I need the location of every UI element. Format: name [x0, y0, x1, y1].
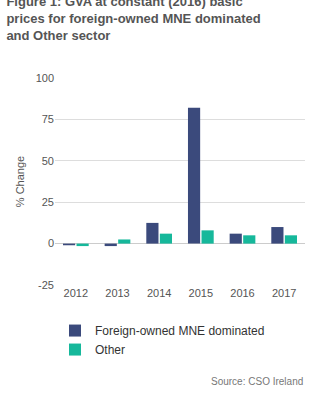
svg-text:0: 0: [48, 237, 54, 249]
svg-text:Figure 1: GVA at constant (201: Figure 1: GVA at constant (2016) basicpr…: [6, 0, 260, 43]
svg-text:75: 75: [42, 113, 54, 125]
svg-text:Other: Other: [95, 343, 125, 357]
svg-text:2014: 2014: [147, 287, 171, 299]
svg-text:2016: 2016: [230, 287, 254, 299]
svg-text:50: 50: [42, 155, 54, 167]
svg-text:-25: -25: [38, 279, 54, 291]
svg-text:2015: 2015: [189, 287, 213, 299]
svg-text:% Change: % Change: [14, 156, 26, 207]
svg-text:100: 100: [36, 72, 54, 84]
svg-text:25: 25: [42, 196, 54, 208]
svg-text:2017: 2017: [272, 287, 296, 299]
svg-text:Source: CSO Ireland: Source: CSO Ireland: [211, 376, 303, 387]
svg-text:2013: 2013: [105, 287, 129, 299]
svg-text:2012: 2012: [64, 287, 88, 299]
svg-text:Foreign-owned MNE dominated: Foreign-owned MNE dominated: [95, 324, 264, 338]
